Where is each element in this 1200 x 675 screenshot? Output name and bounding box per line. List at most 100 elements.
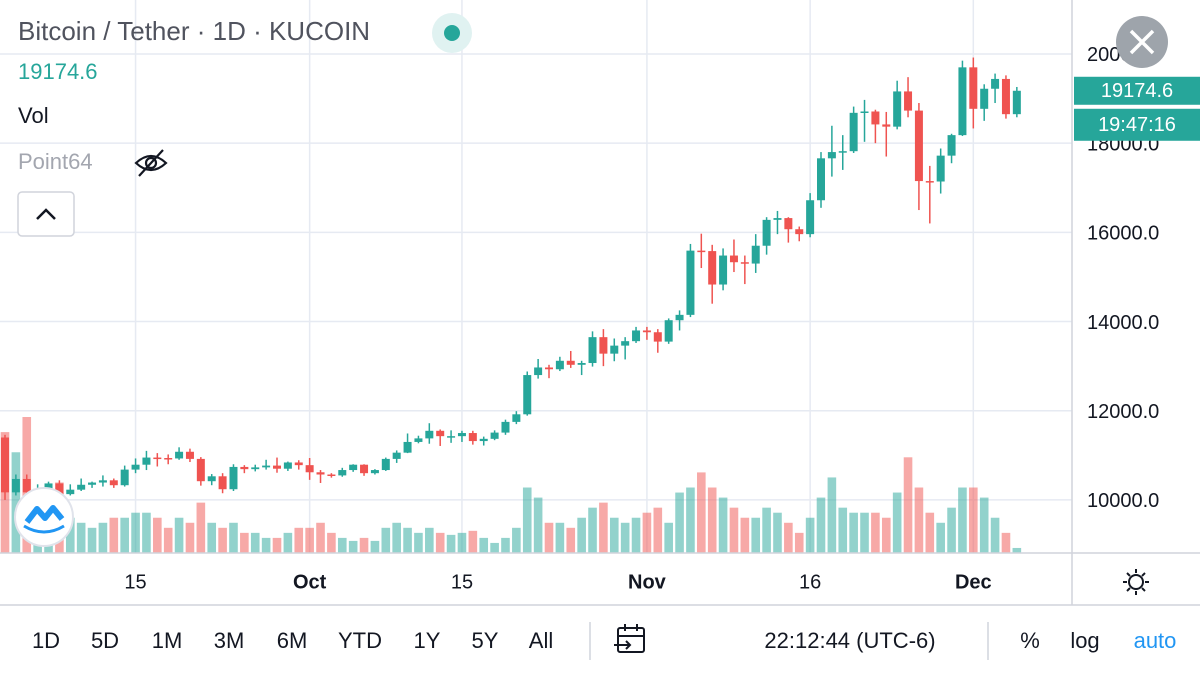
range-button[interactable]: 5D: [91, 628, 119, 653]
volume-bar: [109, 517, 119, 553]
candle-body: [447, 436, 456, 438]
volume-bar: [207, 522, 217, 553]
volume-bar: [642, 512, 652, 553]
volume-bar: [131, 512, 140, 553]
volume-bar: [707, 487, 717, 553]
range-button[interactable]: 3M: [214, 628, 245, 653]
volume-bar: [272, 537, 282, 553]
candle-body: [523, 375, 532, 415]
candle-body: [708, 251, 717, 285]
range-button[interactable]: 6M: [277, 628, 308, 653]
range-button[interactable]: 1M: [152, 628, 183, 653]
candle-body: [795, 229, 804, 235]
range-button[interactable]: 5Y: [472, 628, 499, 653]
candle-body: [686, 250, 695, 315]
volume-bar: [773, 512, 782, 553]
volume-bar: [283, 532, 293, 553]
volume-bar: [522, 487, 532, 553]
volume-bar: [969, 487, 978, 553]
range-button[interactable]: 1D: [32, 628, 60, 653]
volume-bar: [174, 517, 184, 553]
volume-bar: [631, 517, 641, 553]
scale-option[interactable]: log: [1070, 628, 1099, 653]
candle-body: [555, 360, 564, 370]
range-button[interactable]: All: [529, 628, 553, 653]
volume-bar: [446, 534, 456, 553]
x-tick-label: Oct: [293, 571, 327, 593]
scale-option[interactable]: auto: [1134, 628, 1177, 653]
x-tick-label: 15: [124, 571, 146, 593]
candle-body: [893, 91, 902, 127]
scale-option[interactable]: %: [1020, 628, 1040, 653]
settings-button[interactable]: [1123, 569, 1149, 595]
candle-body: [392, 452, 401, 459]
collapse-button[interactable]: [17, 191, 75, 237]
logo-mark: [23, 524, 65, 534]
range-button[interactable]: 1Y: [414, 628, 441, 653]
volume-bar: [359, 537, 369, 553]
volume-bar: [664, 522, 673, 553]
price-tag-label: 19174.6: [1101, 80, 1173, 102]
y-tick-label: 16000.0: [1087, 223, 1159, 245]
candle-body: [653, 332, 662, 342]
volume-bar: [229, 522, 238, 553]
volume-bar: [87, 527, 97, 553]
candle-body: [218, 476, 227, 490]
volume-bar: [653, 507, 663, 553]
x-tick-label: 16: [799, 571, 821, 593]
candle-body: [153, 457, 162, 460]
volume-bar: [142, 512, 151, 553]
candle-body: [762, 219, 771, 246]
candle-body: [1001, 78, 1010, 115]
y-tick-label: 12000.0: [1087, 401, 1159, 423]
candle-body: [729, 255, 738, 263]
logo-mark: [24, 505, 65, 524]
volume-bar: [120, 517, 129, 553]
candle-body: [360, 464, 369, 474]
candle-body: [425, 430, 434, 439]
candle-body: [370, 470, 379, 474]
volume-bar: [697, 472, 706, 553]
volume-bar: [425, 527, 434, 553]
candle-body: [936, 155, 945, 182]
candle-body: [664, 320, 673, 342]
volume-bar: [305, 527, 314, 553]
hide-icon[interactable]: [134, 149, 168, 177]
candle-body: [120, 469, 129, 486]
volume-bar: [686, 487, 695, 553]
volume-bar: [163, 527, 173, 553]
time-tag-label: 19:47:16: [1098, 114, 1176, 136]
candle-body: [77, 484, 86, 490]
volume-bar: [729, 507, 739, 553]
candle-body: [294, 462, 303, 466]
candle-body: [414, 438, 423, 442]
candle-body: [588, 337, 597, 364]
candle-body: [262, 465, 271, 468]
candle-body: [991, 78, 1000, 89]
candle-body: [719, 255, 728, 285]
candle-body: [599, 337, 608, 354]
candle-body: [479, 438, 488, 442]
collapse-chevron: [36, 208, 56, 220]
close-icon: [1129, 29, 1155, 55]
candle-body: [436, 430, 445, 437]
volume-bar: [990, 517, 1000, 553]
candle-body: [403, 441, 412, 453]
candle-body: [109, 480, 118, 486]
volume-bar: [381, 527, 391, 553]
candle-body: [545, 367, 553, 370]
price-tag: [1074, 76, 1200, 105]
candle-body: [501, 421, 510, 433]
volume-bar: [588, 507, 597, 553]
candle-body: [817, 158, 825, 201]
volume-bar: [566, 527, 576, 553]
candle-body: [566, 360, 575, 365]
range-button[interactable]: YTD: [338, 628, 382, 653]
candle-body: [349, 464, 358, 471]
goto-date-button[interactable]: [614, 624, 645, 653]
candle-body: [751, 245, 760, 264]
volume-bar: [914, 487, 924, 553]
candle-body: [806, 200, 815, 235]
candle-body: [827, 152, 836, 159]
